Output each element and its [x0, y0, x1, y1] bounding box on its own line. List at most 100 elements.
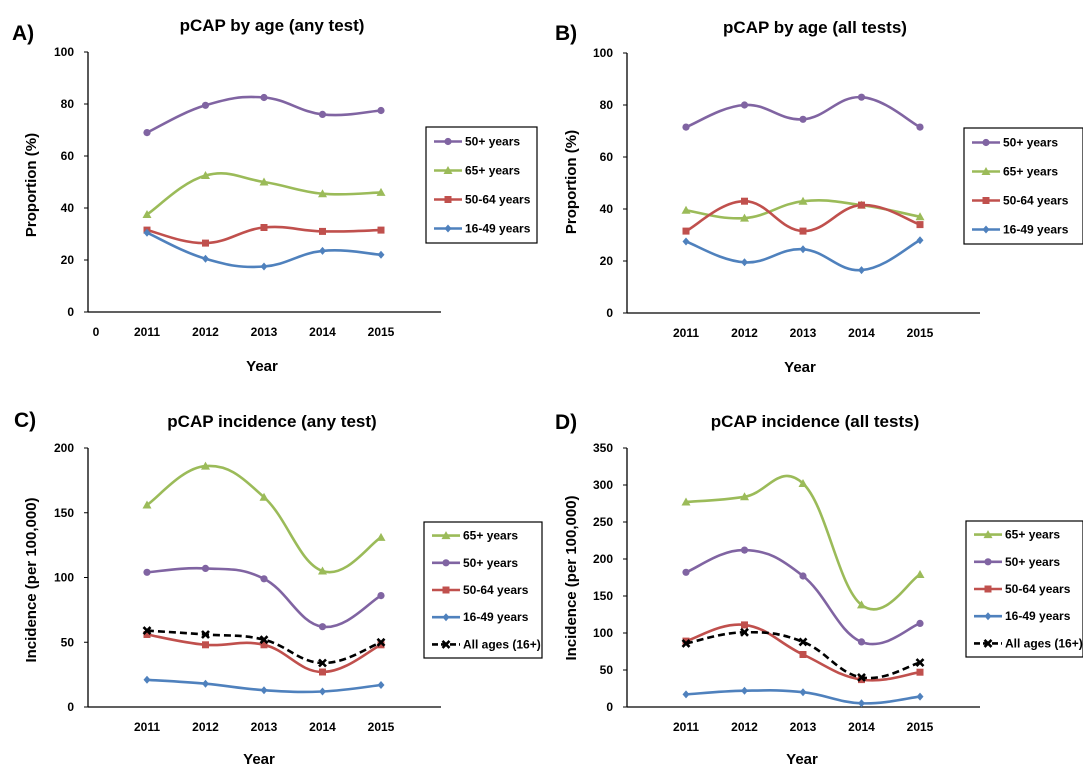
y-tick-label: 250: [593, 515, 613, 529]
legend-swatch-marker: [984, 558, 992, 566]
legend-swatch-marker: [981, 167, 991, 175]
series-16-49-years: [143, 228, 385, 271]
y-tick-label: 40: [600, 202, 614, 216]
y-tick-label: 50: [600, 663, 614, 677]
x-tick-label: 2014: [848, 326, 875, 340]
data-point-marker: [740, 492, 749, 501]
x-tick-label: 2012: [731, 326, 758, 340]
data-point-marker: [915, 212, 925, 221]
data-point-marker: [682, 637, 690, 645]
chart-title: pCAP incidence (all tests): [711, 412, 919, 431]
legend-entry-label: 65+ years: [465, 164, 520, 178]
series-50-years: [682, 93, 924, 131]
legend-entry-label: 16-49 years: [1005, 609, 1071, 623]
y-tick-label: 80: [600, 98, 614, 112]
data-point-marker: [142, 210, 152, 218]
data-point-marker: [857, 600, 866, 609]
series-65-years: [142, 171, 386, 218]
data-point-marker: [858, 699, 865, 708]
y-tick-label: 100: [593, 626, 613, 640]
x-tick-label: 2011: [673, 326, 699, 340]
legend-swatch-marker: [982, 138, 990, 147]
series-50-years: [682, 546, 924, 646]
series-50-64-years: [143, 631, 385, 676]
x-tick-label: 2012: [192, 325, 219, 339]
legend-entry-label: 16-49 years: [463, 610, 529, 624]
y-tick-label: 300: [593, 478, 613, 492]
data-point-marker: [740, 546, 749, 554]
data-point-marker: [916, 619, 924, 628]
data-point-marker: [740, 213, 749, 222]
data-point-marker: [798, 637, 808, 647]
data-point-marker: [318, 623, 327, 631]
chart-title: pCAP incidence (any test): [167, 412, 376, 431]
data-point-marker: [798, 196, 808, 205]
x-axis-title: Year: [784, 359, 816, 376]
data-point-marker: [319, 227, 326, 235]
chart-panel-3: C) pCAP incidence (any test) 0 50 100 150 200 2…: [14, 409, 543, 768]
y-tick-label: 350: [593, 441, 613, 455]
series-50-years: [143, 93, 385, 137]
legend-swatch-marker: [444, 196, 452, 203]
legend-swatch-marker: [983, 638, 993, 648]
x-tick-label: 2012: [731, 720, 758, 734]
series-line: [685, 239, 921, 272]
legend-swatch-marker: [442, 586, 450, 594]
legend-entry-label: 50-64 years: [463, 583, 529, 597]
data-point-marker: [377, 592, 385, 600]
legend-swatch-marker: [442, 559, 450, 567]
data-point-marker: [916, 668, 924, 676]
data-point-marker: [260, 93, 268, 102]
data-point-marker: [916, 221, 924, 229]
x-tick-label: 2013: [790, 326, 817, 340]
legend-swatch-marker: [983, 530, 993, 539]
panel-letter: D): [555, 411, 577, 434]
data-point-marker: [143, 631, 151, 638]
data-point-marker: [201, 171, 210, 179]
legend-entry-label: All ages (16+): [1005, 636, 1083, 650]
legend-entry-label: 50+ years: [465, 135, 520, 149]
data-point-marker: [916, 236, 924, 245]
series-65-years: [142, 461, 386, 575]
x-tick-label: 2012: [192, 720, 219, 734]
y-tick-label: 20: [600, 254, 614, 268]
series-50-64-years: [143, 224, 385, 247]
data-point-marker: [377, 250, 385, 259]
y-tick-label: 100: [593, 46, 613, 60]
y-tick-label: 0: [606, 700, 613, 714]
series-65-years: [681, 474, 925, 611]
data-point-marker: [915, 658, 925, 668]
series-line: [146, 95, 382, 134]
series-all-ages-16-: [681, 627, 925, 682]
series-16-49-years: [682, 686, 924, 708]
y-tick-label: 50: [61, 635, 75, 649]
y-axis-title: Incidence (per 100,000): [563, 495, 580, 660]
legend-swatch-marker: [982, 225, 990, 234]
data-point-marker: [318, 110, 327, 118]
y-axis-title: Proportion (%): [563, 130, 580, 234]
series-all-ages-16-: [142, 626, 386, 668]
data-point-marker: [260, 224, 268, 231]
data-point-marker: [858, 266, 865, 275]
y-tick-label: 80: [61, 97, 75, 111]
legend-entry-label: 50+ years: [463, 556, 518, 570]
data-point-marker: [681, 205, 691, 214]
data-point-marker: [740, 101, 749, 109]
data-point-marker: [741, 197, 748, 205]
x-tick-label: 2015: [368, 325, 395, 339]
data-point-marker: [740, 627, 749, 637]
panel-letter: A): [12, 22, 34, 45]
legend-box: [425, 126, 538, 244]
series-50-years: [143, 564, 385, 631]
x-tick-label: 2011: [134, 325, 160, 339]
data-point-marker: [259, 635, 269, 645]
data-point-marker: [142, 626, 152, 636]
series-16-49-years: [143, 675, 385, 696]
data-point-marker: [318, 189, 327, 198]
data-point-marker: [319, 246, 326, 255]
data-point-marker: [741, 686, 748, 695]
series-line: [146, 629, 382, 665]
data-point-marker: [377, 641, 385, 649]
series-line: [146, 231, 382, 269]
